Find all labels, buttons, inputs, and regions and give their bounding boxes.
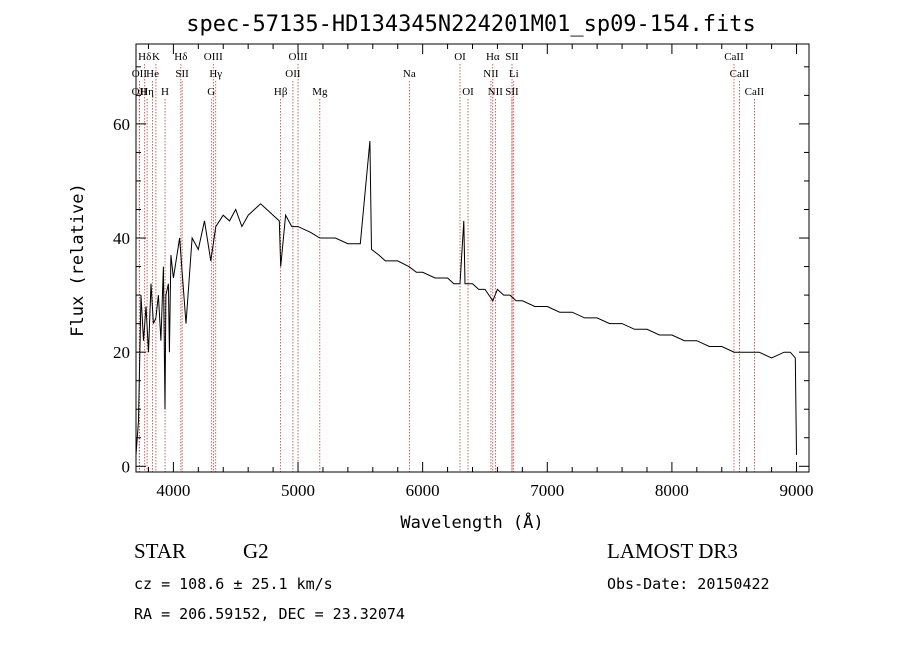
- line-label-16: Li: [509, 68, 519, 80]
- y-axis-label: Flux (relative): [68, 183, 88, 337]
- x-tick-label: 8000: [655, 481, 689, 500]
- line-label-23: Mg: [312, 86, 328, 98]
- line-label-10: He: [146, 68, 159, 80]
- line-label-11: SII: [175, 68, 189, 80]
- line-label-4: OIII: [289, 51, 308, 63]
- y-tick-label: 60: [113, 115, 130, 134]
- line-label-12: Hγ: [209, 68, 222, 80]
- x-tick-label: 6000: [406, 481, 440, 500]
- y-tick-label: 40: [113, 229, 130, 248]
- line-label-19: Hη: [140, 86, 154, 98]
- line-label-27: CaII: [745, 86, 765, 98]
- line-label-3: OIII: [204, 51, 223, 63]
- line-label-2: Hδ: [174, 51, 187, 63]
- line-label-13: OII: [285, 68, 301, 80]
- line-label-22: Hβ: [274, 86, 288, 98]
- y-tick-label: 0: [122, 457, 131, 476]
- y-tick-label: 20: [113, 343, 130, 362]
- line-label-20: H: [161, 86, 169, 98]
- x-tick-label: 9000: [780, 481, 814, 500]
- line-label-25: NII: [488, 86, 504, 98]
- spectrum-series-line: [135, 140, 797, 455]
- line-label-6: Hα: [486, 51, 500, 63]
- line-label-8: CaII: [724, 51, 744, 63]
- plot-frame: [135, 43, 810, 473]
- coordinates: RA = 206.59152, DEC = 23.32074: [134, 605, 405, 623]
- chart-title: spec-57135-HD134345N224201M01_sp09-154.f…: [186, 12, 756, 37]
- x-tick-label: 7000: [530, 481, 564, 500]
- line-label-9: OII: [132, 68, 148, 80]
- object-type: STAR: [134, 539, 186, 563]
- spectral-subclass: G2: [243, 539, 269, 563]
- line-label-26: SII: [505, 86, 519, 98]
- line-label-17: CaII: [730, 68, 750, 80]
- observation-date: Obs-Date: 20150422: [607, 575, 770, 593]
- line-label-1: K: [152, 51, 160, 63]
- line-label-14: Na: [403, 68, 416, 80]
- x-tick-label: 5000: [281, 481, 315, 500]
- redshift-velocity: cz = 108.6 ± 25.1 km/s: [134, 575, 333, 593]
- line-label-7: SII: [505, 51, 519, 63]
- x-tick-label: 4000: [156, 481, 190, 500]
- axis-ticks: 4000 5000 6000 7000 8000 9000 0 20 40 60: [113, 44, 814, 500]
- survey-name: LAMOST DR3: [607, 539, 738, 563]
- line-label-15: NII: [483, 68, 499, 80]
- line-label-5: OI: [454, 51, 466, 63]
- x-axis-label: Wavelength (Å): [400, 511, 543, 533]
- line-label-21: G: [207, 86, 215, 98]
- line-label-24: OI: [462, 86, 474, 98]
- line-label-0: Hδ: [138, 51, 151, 63]
